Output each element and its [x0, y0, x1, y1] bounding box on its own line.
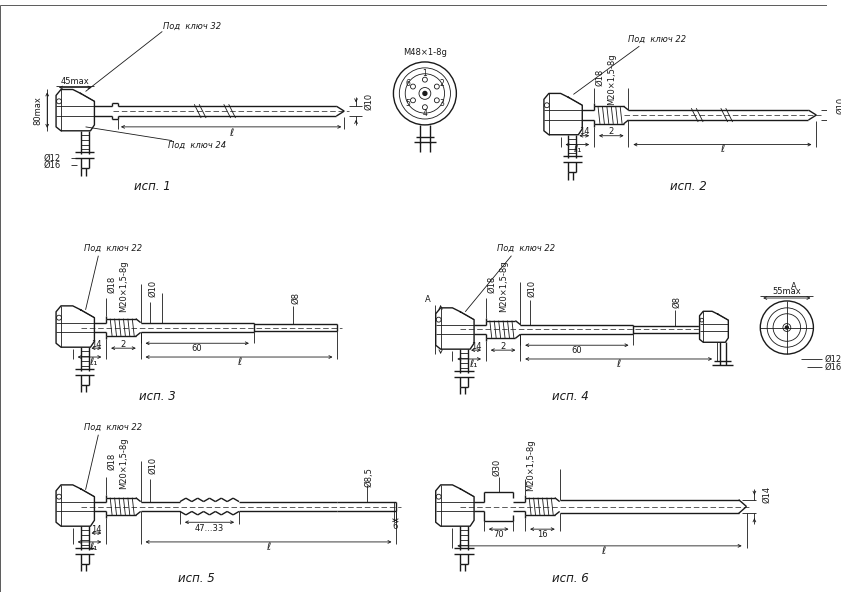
Text: ℓ₁: ℓ₁ — [89, 542, 98, 552]
Text: Ø18: Ø18 — [487, 276, 496, 293]
Text: Ø16: Ø16 — [44, 161, 61, 170]
Text: 6: 6 — [393, 522, 398, 531]
Text: Ø10: Ø10 — [836, 97, 841, 114]
Text: Под  ключ 24: Под ключ 24 — [167, 141, 225, 150]
Text: исп. 5: исп. 5 — [178, 572, 215, 585]
Text: Ø8,5: Ø8,5 — [364, 467, 373, 487]
Text: ℓ: ℓ — [720, 144, 724, 155]
Text: ℓ: ℓ — [616, 359, 621, 369]
Text: 2: 2 — [608, 127, 613, 136]
Text: 14: 14 — [471, 341, 481, 350]
Text: 1: 1 — [422, 69, 427, 78]
Text: Под  ключ 22: Под ключ 22 — [84, 423, 142, 432]
Polygon shape — [56, 90, 94, 131]
Circle shape — [423, 91, 427, 96]
Text: Ø10: Ø10 — [527, 279, 537, 297]
Text: A: A — [791, 282, 796, 291]
Text: Ø8: Ø8 — [292, 292, 300, 304]
Text: исп. 4: исп. 4 — [552, 390, 589, 403]
Text: ℓ₁: ℓ₁ — [573, 144, 582, 155]
Text: M20×1,5-8g: M20×1,5-8g — [119, 260, 129, 312]
Text: Ø12: Ø12 — [824, 355, 841, 364]
Text: Под  ключ 32: Под ключ 32 — [162, 22, 221, 31]
Text: 5: 5 — [405, 99, 410, 108]
Text: 4: 4 — [422, 109, 427, 118]
Text: M48×1-8g: M48×1-8g — [403, 48, 447, 57]
Text: 3: 3 — [440, 99, 444, 108]
Text: Ø18: Ø18 — [595, 69, 605, 87]
Text: Ø18: Ø18 — [108, 276, 117, 293]
Text: ℓ: ℓ — [267, 542, 271, 552]
Text: 16: 16 — [537, 530, 547, 538]
Text: 45max: 45max — [61, 77, 89, 86]
Text: ℓ: ℓ — [600, 546, 605, 556]
Text: Ø10: Ø10 — [148, 457, 157, 474]
Text: исп. 2: исп. 2 — [670, 180, 707, 193]
Text: Под  ключ 22: Под ключ 22 — [497, 244, 555, 253]
Text: M20×1,5-8g: M20×1,5-8g — [526, 439, 536, 491]
Text: 2: 2 — [120, 340, 125, 349]
Text: Ø10: Ø10 — [364, 93, 373, 110]
Text: исп. 6: исп. 6 — [552, 572, 589, 585]
Text: 14: 14 — [91, 340, 102, 349]
Text: ℓ₁: ℓ₁ — [89, 357, 98, 367]
Polygon shape — [436, 485, 474, 526]
Polygon shape — [436, 308, 474, 349]
Text: ℓ: ℓ — [229, 128, 233, 138]
Text: 55max: 55max — [773, 287, 801, 296]
Text: Ø8: Ø8 — [672, 296, 681, 308]
Text: Ø10: Ø10 — [148, 279, 157, 297]
Text: Под  ключ 22: Под ключ 22 — [628, 35, 686, 44]
Text: M20×1,5-8g: M20×1,5-8g — [499, 260, 508, 312]
Text: исп. 3: исп. 3 — [139, 390, 176, 403]
Text: 80max: 80max — [34, 96, 43, 125]
Text: 14: 14 — [91, 525, 102, 534]
Text: ℓ₁: ℓ₁ — [468, 359, 478, 369]
Text: 14: 14 — [579, 127, 590, 136]
Text: исп. 1: исп. 1 — [134, 180, 171, 193]
Text: Ø12: Ø12 — [44, 154, 61, 163]
Text: 2: 2 — [500, 341, 505, 350]
Text: 2: 2 — [440, 79, 444, 88]
Text: ℓ: ℓ — [237, 357, 241, 367]
Text: M20×1,5-8g: M20×1,5-8g — [119, 438, 129, 489]
Text: Ø16: Ø16 — [824, 362, 841, 371]
Text: M20×1,5-8g: M20×1,5-8g — [607, 54, 616, 106]
Polygon shape — [700, 311, 728, 342]
Circle shape — [785, 326, 788, 329]
Text: A: A — [425, 296, 431, 304]
Text: Под  ключ 22: Под ключ 22 — [84, 244, 142, 253]
Text: Ø14: Ø14 — [762, 486, 771, 503]
Text: 60: 60 — [192, 344, 202, 353]
Text: 60: 60 — [571, 346, 582, 355]
Polygon shape — [544, 93, 582, 135]
Text: 6: 6 — [405, 79, 410, 88]
Text: 70: 70 — [494, 530, 504, 538]
Polygon shape — [56, 485, 94, 526]
Text: Ø30: Ø30 — [492, 458, 501, 476]
Text: Ø18: Ø18 — [108, 453, 117, 470]
Text: 47...33: 47...33 — [195, 524, 224, 533]
Polygon shape — [56, 306, 94, 347]
